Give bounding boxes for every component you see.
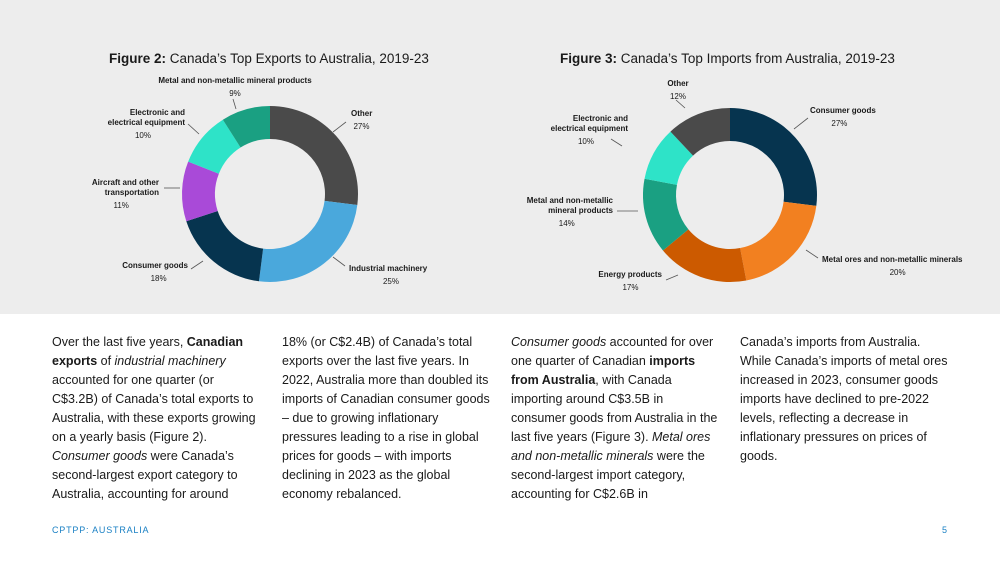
slice-value-label: 20% [890,268,906,277]
italic-text: Metal ores and non-metallic minerals [511,430,711,463]
slice-label: transportation [105,188,159,197]
donut-slice [270,106,358,206]
slice-label: Consumer goods [810,106,876,115]
text-run: Canada’s imports from Australia. While C… [740,335,948,463]
italic-text: industrial machinery [114,354,226,368]
slice-value-label: 27% [831,119,847,128]
figure-3-title: Figure 3: Canada’s Top Imports from Aust… [560,51,895,66]
leader-line [332,256,346,267]
leader-line [190,260,204,270]
text-run: Over the last five years, [52,335,187,349]
body-column-2: 18% (or C$2.4B) of Canada’s total export… [282,333,492,504]
slice-label: Metal and non-metallic mineral products [158,76,312,85]
figure-3-label: Figure 3: [560,51,618,66]
leader-line [187,123,200,135]
text-run: were Canada’s second-largest export cate… [52,449,238,501]
slice-label: Other [667,79,688,88]
body-column-4: Canada’s imports from Australia. While C… [740,333,950,466]
text-run: were the second-largest import category,… [511,449,705,501]
donut-slice [186,210,264,282]
donut-slice [222,106,270,148]
slice-value-label: 27% [353,122,369,131]
donut-slice [662,229,747,282]
chart-background-band [0,0,1000,314]
slice-value-label: 9% [229,89,241,98]
donut-slice [182,161,219,222]
leader-line [665,274,679,281]
donut-charts: Other 27% Industrial machinery 25% Consumer … [92,76,963,292]
leader-line [805,249,819,259]
figure-2-label: Figure 2: [109,51,167,66]
figure-2-title: Figure 2: Canada’s Top Exports to Austra… [109,51,429,66]
slice-label: Aircraft and other [92,178,159,187]
donut-slice [188,119,241,174]
slice-value-label: 11% [113,201,128,210]
leader-line [332,121,347,133]
leader-line [675,99,686,109]
slice-value-label: 14% [559,219,575,228]
bold-text: imports from Australia [511,354,696,387]
text-run: accounted for over one quarter of Canadi… [511,335,714,368]
donut-slice [644,131,694,185]
italic-text: Consumer goods [511,335,607,349]
slice-label: mineral products [548,206,613,215]
slice-value-label: 18% [151,274,167,283]
slice-label: Consumer goods [122,261,188,270]
donut-slice [670,108,730,156]
leader-line [610,138,623,147]
slice-label: Electronic and [573,114,628,123]
slice-value-label: 10% [578,137,594,146]
bold-text: Canadian exports [52,335,244,368]
slice-label: electrical equipment [551,124,629,133]
slice-label: Energy products [598,270,662,279]
figure-2-title-text: Canada’s Top Exports to Australia, 2019-… [166,51,429,66]
footer-report-name: CPTPP: AUSTRALIA [52,525,150,535]
slice-value-label: 12% [670,92,686,101]
slice-label: electrical equipment [108,118,186,127]
leader-line [232,98,237,110]
figure-3-title-text: Canada’s Top Imports from Australia, 201… [617,51,895,66]
text-run: accounted for one quarter (or C$3.2B) of… [52,373,256,444]
slice-label: Metal and non-metallic [527,196,614,205]
slice-label: Electronic and [130,108,185,117]
text-run: , with Canada importing around C$3.5B in… [511,373,718,444]
slice-label: Industrial machinery [349,264,428,273]
slice-value-label: 10% [135,131,151,140]
donut-slice [642,178,689,251]
slice-value-label: 25% [383,277,399,286]
slice-value-label: 17% [622,283,638,292]
donut-slice [740,201,817,281]
italic-text: Consumer goods [52,449,148,463]
leader-line [793,117,809,130]
slice-label: Other [351,109,372,118]
text-run: 18% (or C$2.4B) of Canada’s total export… [282,335,490,501]
body-column-1: Over the last five years, Canadian expor… [52,333,262,504]
body-column-3: Consumer goods accounted for over one qu… [511,333,721,504]
donut-slice [258,200,358,282]
slice-label: Metal ores and non-metallic minerals [822,255,963,264]
text-run: of [97,354,115,368]
footer-page-number: 5 [942,525,948,535]
donut-slice [730,108,817,206]
